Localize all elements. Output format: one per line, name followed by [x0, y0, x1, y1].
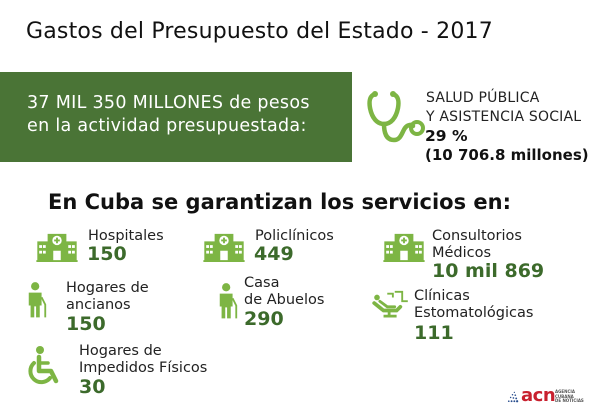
service-label-line2: Estomatológicas [414, 305, 534, 321]
service-value: 449 [254, 243, 294, 265]
service-value: 30 [79, 376, 106, 398]
service-label: Hospitales [88, 228, 164, 244]
service-label: Hogares de Impedidos Físicos [79, 343, 207, 377]
budget-banner-line1: 37 MIL 350 MILLONES de pesos [27, 93, 310, 113]
service-value: 150 [66, 313, 106, 335]
page-title: Gastos del Presupuesto del Estado - 2017 [26, 19, 493, 44]
service-label: Clínicas Estomatológicas [414, 288, 533, 322]
service-label-line1: Casa [244, 275, 280, 291]
signal-waves-icon [507, 391, 519, 403]
acn-sub-line1: AGENCIA [555, 389, 575, 394]
service-label-line1: Hogares de [79, 343, 162, 359]
service-label: Policlínicos [255, 228, 334, 244]
service-value: 150 [87, 243, 127, 265]
acn-sub-line3: DE NOTICIAS [555, 398, 584, 403]
budget-banner [0, 72, 352, 162]
budget-banner-text: 37 MIL 350 MILLONES de pesos en la activ… [27, 92, 310, 138]
health-label-line2: Y ASISTENCIA SOCIAL [426, 109, 582, 125]
service-label-line1: Hogares de [66, 280, 149, 296]
health-percent: 29 % [425, 127, 468, 145]
health-amount: (10 706.8 millones) [425, 146, 589, 164]
dental-chair-icon [372, 290, 408, 318]
service-value: 111 [414, 322, 454, 344]
hospital-icon [383, 233, 425, 262]
services-heading: En Cuba se garantizan los servicios en: [48, 190, 512, 214]
service-label-line2: de Abuelos [244, 292, 325, 308]
hospital-icon [36, 233, 78, 262]
acn-logo: acn AGENCIA CUBANA DE NOTICIAS [505, 385, 585, 408]
health-label-line1: SALUD PÚBLICA [426, 90, 540, 106]
service-label-line2: ancianos [66, 297, 131, 313]
service-label: Hogares de ancianos [66, 280, 149, 314]
wheelchair-icon [28, 346, 59, 385]
elderly-person-icon [28, 282, 47, 318]
acn-sub-line2: CUBANA [555, 393, 574, 399]
hospital-icon [203, 233, 245, 262]
service-label-line1: Clínicas [414, 288, 470, 304]
service-label-line2: Impedidos Físicos [79, 360, 208, 376]
service-label-line1: Consultorios [432, 228, 522, 244]
service-value: 10 mil 869 [432, 260, 545, 282]
budget-banner-line2: en la actividad presupuestada: [27, 116, 307, 136]
service-label-line2: Médicos [432, 245, 492, 261]
service-value: 290 [244, 308, 284, 330]
elderly-person-icon [219, 283, 238, 319]
acn-logo-text: acn [521, 385, 556, 406]
service-label: Consultorios Médicos [432, 228, 522, 262]
acn-logo-subtext: AGENCIA CUBANA DE NOTICIAS [555, 389, 584, 404]
stethoscope-icon [367, 91, 425, 143]
health-sector-label: SALUD PÚBLICA Y ASISTENCIA SOCIAL [426, 89, 581, 127]
service-label: Casa de Abuelos [244, 275, 324, 309]
